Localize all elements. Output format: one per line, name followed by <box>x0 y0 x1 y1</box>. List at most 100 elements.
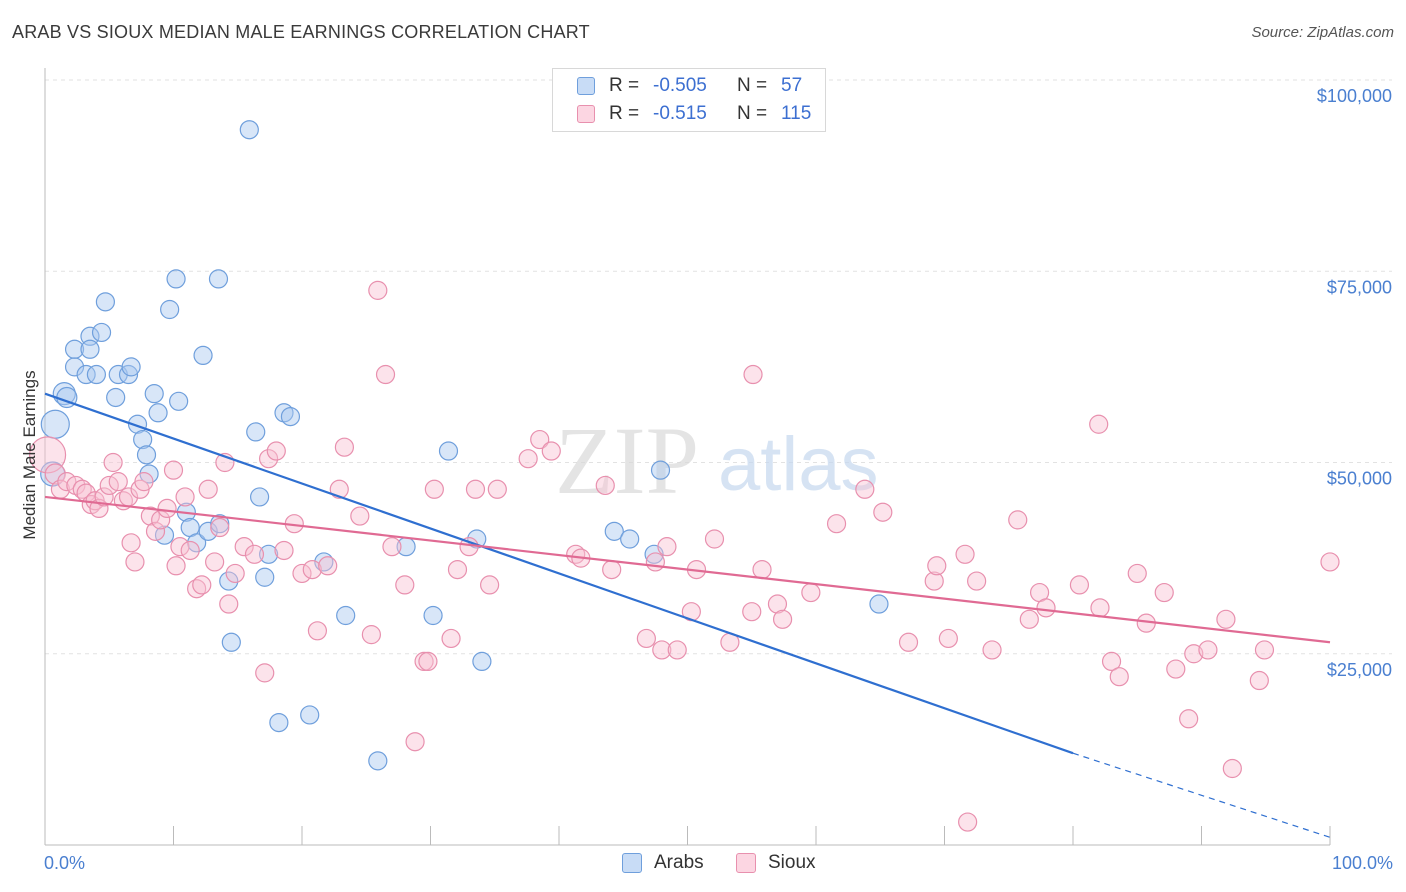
point-arabs <box>166 269 186 289</box>
watermark-zip: ZIP <box>555 407 699 514</box>
point-sioux <box>1036 598 1056 618</box>
point-sioux <box>595 475 615 496</box>
point-arabs <box>64 339 85 359</box>
legend: R = -0.505 N = 57 R = -0.515 N = 115 <box>552 68 826 132</box>
point-sioux <box>244 544 265 564</box>
point-sioux <box>636 628 656 649</box>
bottom-legend-arabs: Arabs <box>622 852 704 874</box>
y-tick-label: $25,000 <box>1327 660 1392 680</box>
point-arabs <box>620 529 640 549</box>
point-arabs <box>76 364 96 385</box>
legend-n-label: N = <box>737 75 768 96</box>
point-sioux <box>255 663 275 683</box>
point-arabs <box>255 567 275 587</box>
point-sioux <box>1222 758 1242 779</box>
point-sioux <box>170 537 190 557</box>
point-arabs <box>300 705 320 725</box>
point-arabs <box>249 487 270 507</box>
point-sioux <box>302 559 322 580</box>
point-sioux <box>1109 667 1129 687</box>
point-sioux <box>1198 640 1218 660</box>
point-sioux <box>927 556 947 576</box>
legend-swatch-arabs <box>577 77 595 95</box>
point-sioux <box>187 579 207 599</box>
grid-lines <box>45 79 1392 655</box>
point-arabs <box>86 364 107 385</box>
point-sioux <box>541 441 561 461</box>
point-arabs <box>160 299 180 320</box>
point-sioux <box>1166 659 1186 679</box>
point-arabs <box>80 326 100 346</box>
point-sioux <box>274 540 294 561</box>
point-sioux <box>530 429 550 450</box>
point-arabs <box>472 651 492 672</box>
point-sioux <box>645 552 665 572</box>
point-sioux <box>258 449 279 469</box>
point-sioux <box>329 479 349 499</box>
point-arabs <box>208 269 229 289</box>
point-sioux <box>210 517 230 538</box>
axes <box>44 68 1331 846</box>
point-sioux <box>175 487 195 507</box>
point-arabs <box>198 521 218 541</box>
point-sioux <box>1179 709 1199 729</box>
point-sioux <box>307 621 328 641</box>
point-sioux <box>318 556 338 576</box>
y-tick-label: $100,000 <box>1317 86 1392 106</box>
data-points <box>28 120 1340 832</box>
x-tick-label-right: 100.0% <box>1332 853 1393 873</box>
point-sioux <box>873 502 893 522</box>
point-arabs <box>127 414 148 434</box>
point-sioux <box>982 640 1002 660</box>
bottom-legend-swatch-arabs <box>622 853 642 873</box>
point-arabs <box>221 632 241 652</box>
point-sioux <box>192 575 212 595</box>
point-arabs <box>121 357 141 377</box>
point-sioux <box>163 460 184 480</box>
point-sioux <box>1101 651 1122 672</box>
point-sioux <box>72 479 92 499</box>
y-axis-title: Median Male Earnings <box>20 370 39 539</box>
point-arabs <box>95 292 115 312</box>
point-sioux <box>855 479 875 499</box>
point-sioux <box>602 559 622 580</box>
bottom-legend-swatch-sioux <box>736 853 756 873</box>
point-sioux <box>955 544 975 564</box>
x-tick-label-left: 0.0% <box>44 853 85 873</box>
point-sioux <box>125 552 145 572</box>
point-sioux <box>480 575 500 595</box>
point-sioux <box>487 479 507 499</box>
point-arabs <box>133 429 153 450</box>
point-sioux <box>743 364 763 385</box>
point-sioux <box>652 640 672 660</box>
point-sioux <box>219 594 239 614</box>
point-arabs <box>869 594 889 614</box>
point-sioux <box>424 479 444 499</box>
point-sioux <box>772 609 793 629</box>
legend-n-value: 57 <box>781 75 803 96</box>
point-sioux <box>334 437 355 457</box>
point-arabs <box>336 605 356 626</box>
watermark-atlas: atlas <box>718 422 879 507</box>
point-sioux <box>967 571 987 591</box>
point-sioux <box>180 540 200 561</box>
point-sioux <box>382 537 402 557</box>
legend-r-label: R = <box>609 75 640 96</box>
point-sioux <box>742 602 762 622</box>
point-arabs <box>169 391 189 411</box>
point-arabs <box>40 409 70 439</box>
legend-row-sioux: R = -0.515 N = 115 <box>553 101 811 127</box>
point-sioux <box>465 479 486 499</box>
point-sioux <box>395 575 415 595</box>
bottom-legend-label-arabs: Arabs <box>654 852 704 873</box>
point-sioux <box>1320 552 1340 572</box>
trend-line-extension-arabs <box>1072 752 1331 838</box>
legend-r-value: -0.505 <box>653 75 707 96</box>
point-sioux <box>205 552 225 572</box>
point-arabs <box>91 322 112 343</box>
point-sioux <box>958 812 978 832</box>
point-sioux <box>657 537 677 557</box>
point-sioux <box>418 651 438 672</box>
point-sioux <box>1249 670 1269 691</box>
trend-line-sioux <box>44 495 1331 644</box>
